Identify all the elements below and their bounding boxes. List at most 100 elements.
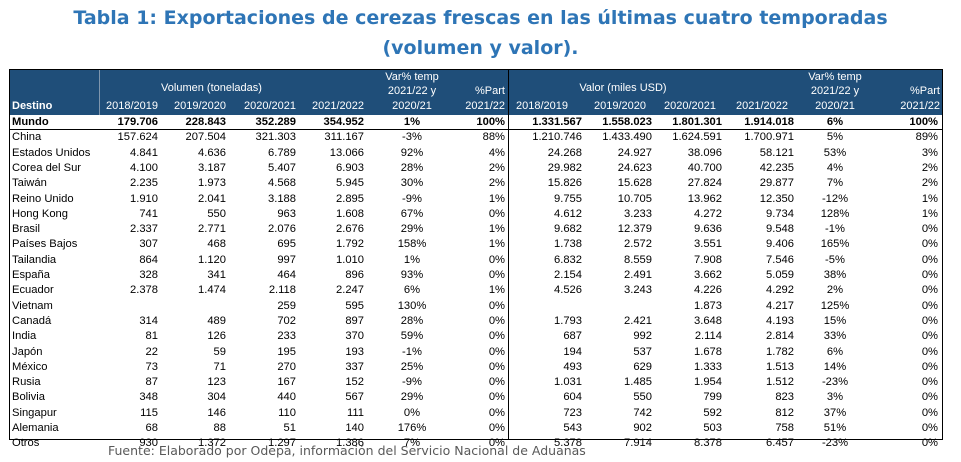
vol-part-cell: 0% <box>488 391 505 404</box>
val-2018-cell: 2.154 <box>554 269 582 281</box>
table-row: México 73 71 270 337 25% 0% 493 629 1.333 1.513 14%… <box>10 360 942 375</box>
val-var-cell: 4% <box>826 161 844 174</box>
table-row: Singapur 115 146 110 111 0% 0% 723 742 592 812 37% 0… <box>10 406 942 421</box>
val-var-cell: -23% <box>821 376 849 389</box>
vol-2019-cell: 1.372 <box>198 437 226 450</box>
vol-part-cell: 1% <box>488 192 505 205</box>
vol-var-cell: 6% <box>403 284 421 297</box>
vol-2020-cell: 233 <box>277 330 296 343</box>
exports-table: Volumen (toneladas) Valor (miles USD) Va… <box>9 69 943 449</box>
val-part-cell: 1% <box>921 207 938 220</box>
destino-header: Destino <box>12 100 53 112</box>
table-row: Estados Unidos 4.841 4.636 6.789 13.066 92% 4%… <box>10 146 942 161</box>
val-2021-cell: 2.814 <box>766 330 794 343</box>
val-var-cell: -5% <box>825 253 845 266</box>
val-2020-cell: 2.114 <box>694 330 722 343</box>
vol-part-header-2: 2021/22 <box>465 100 505 112</box>
vol-2020-cell: 695 <box>277 238 296 251</box>
vol-2020-cell: 270 <box>277 360 296 373</box>
vol-part-cell: 0% <box>488 269 505 281</box>
val-2019-cell: 1.485 <box>624 376 652 389</box>
table-title-line-1: Tabla 1: Exportaciones de cerezas fresca… <box>73 7 888 29</box>
valor-group-header: Valor (miles USD) <box>579 82 667 94</box>
val-part-cell: 0% <box>921 422 938 434</box>
vol-var-cell: 93% <box>400 269 424 281</box>
vol-2019-cell: 3.187 <box>198 161 226 174</box>
destino-cell: Canadá <box>12 314 52 327</box>
val-part-header-1: %Part <box>910 85 940 97</box>
vol-2018-cell: 157.624 <box>117 131 158 144</box>
val-2021-cell: 4.217 <box>766 299 794 312</box>
val-part-cell: 0% <box>921 360 938 373</box>
vol-2021-cell: 193 <box>345 345 364 358</box>
vol-2018-cell: 22 <box>145 345 158 358</box>
destino-cell: Tailandia <box>12 253 57 266</box>
val-2019-cell: 629 <box>633 360 652 373</box>
vol-part-cell: 0% <box>488 437 505 450</box>
val-part-cell: 0% <box>921 284 938 297</box>
val-2020-cell: 3.551 <box>694 238 722 251</box>
table-row: Mundo 179.706 228.843 352.289 354.952 1% 100% 1… <box>10 115 942 131</box>
vol-part-cell: 0% <box>488 360 505 373</box>
vol-2020-cell: 963 <box>277 207 296 220</box>
vol-2021-cell: 567 <box>345 391 364 404</box>
val-2019-cell: 537 <box>633 345 652 358</box>
vol-2021-cell: 1.386 <box>336 437 364 450</box>
vol-var-cell: 29% <box>400 391 424 404</box>
val-var-header-3: 2020/21 <box>815 100 855 112</box>
val-2019-cell: 24.623 <box>617 161 652 174</box>
vol-var-header-2: 2021/22 y <box>387 85 437 97</box>
val-2019-cell: 8.559 <box>624 253 652 266</box>
volumen-group-header: Volumen (toneladas) <box>161 82 262 94</box>
vol-part-header-1: %Part <box>475 85 505 97</box>
vol-part-cell: 0% <box>488 207 505 220</box>
val-part-header-2: 2021/22 <box>900 100 940 112</box>
vol-part-cell: 2% <box>488 177 505 190</box>
vol-var-cell: 7% <box>403 437 421 450</box>
destino-cell: Bolivia <box>12 391 45 404</box>
vol-2019-cell: 489 <box>207 314 226 327</box>
vol-2018-cell: 2.337 <box>130 223 158 236</box>
val-2021-cell: 1.700.971 <box>744 131 794 144</box>
table-row: Reino Unido 1.910 2.041 3.188 2.895 -9% 1% 9.75… <box>10 192 942 207</box>
val-2018-cell: 1.331.567 <box>532 116 582 128</box>
vol-var-cell: 1% <box>403 116 421 128</box>
val-2018-cell: 604 <box>563 391 582 404</box>
val-var-cell: 33% <box>823 330 847 343</box>
vol-2019-cell: 207.504 <box>185 131 226 144</box>
vol-var-cell: 0% <box>403 406 421 419</box>
vol-2019-cell: 1.973 <box>198 177 226 190</box>
vol-var-header-3: 2020/21 <box>392 100 432 112</box>
val-var-cell: -23% <box>821 437 849 450</box>
vol-var-cell: -1% <box>402 345 422 358</box>
val-2021-cell: 42.235 <box>759 161 794 174</box>
val-part-cell: 0% <box>921 391 938 404</box>
val-2018-cell: 5.378 <box>554 437 582 450</box>
table-header: Volumen (toneladas) Valor (miles USD) Va… <box>10 70 942 115</box>
vol-2020-cell: 1.297 <box>268 437 296 450</box>
val-2021-cell: 812 <box>775 406 794 419</box>
val-2019-cell: 2.421 <box>624 314 652 327</box>
vol-2021-cell: 896 <box>345 269 364 281</box>
vol-2021-cell: 595 <box>345 299 364 312</box>
vol-2018-cell: 328 <box>139 269 158 281</box>
table-row: Corea del Sur 4.100 3.187 5.407 6.903 28% 2% 29… <box>10 161 942 176</box>
vol-2021-cell: 370 <box>345 330 364 343</box>
val-2018-cell: 194 <box>563 345 582 358</box>
val-2021-cell: 758 <box>775 422 794 434</box>
val-2019-cell: 15.628 <box>617 177 652 190</box>
val-2020-cell: 4.272 <box>694 207 722 220</box>
vol-part-cell: 0% <box>488 376 505 389</box>
vol-2018-cell: 2.378 <box>130 284 158 297</box>
val-2019-cell: 24.927 <box>617 146 652 159</box>
vol-part-cell: 1% <box>488 284 505 297</box>
val-var-header-1: Var% temp <box>808 71 862 83</box>
vol-2019-cell: 126 <box>207 330 226 343</box>
val-2018-cell: 687 <box>563 330 582 343</box>
vol-2019-cell: 550 <box>207 207 226 220</box>
val-part-cell: 0% <box>921 376 938 389</box>
table-row: España 328 341 464 896 93% 0% 2.154 2.491 3.662 5.… <box>10 268 942 283</box>
destino-cell: Ecuador <box>12 284 54 297</box>
val-var-cell: 53% <box>823 146 847 159</box>
vol-2020-cell: 440 <box>277 391 296 404</box>
